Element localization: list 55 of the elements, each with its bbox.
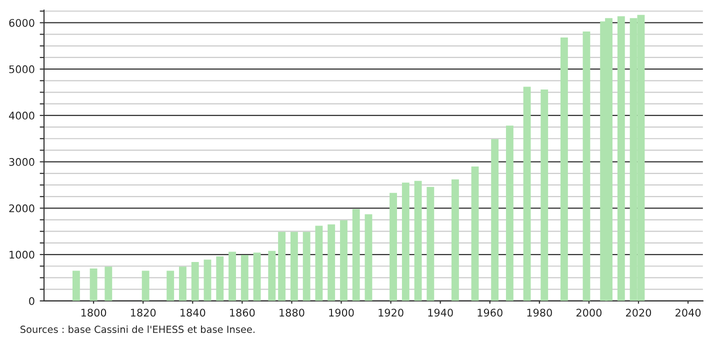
x-tick-label: 1840 [180,308,206,317]
bar [290,232,298,301]
x-tick-label: 1940 [428,308,453,317]
bar [506,126,514,301]
y-tick-label: 4000 [8,112,34,120]
bar [166,270,174,301]
bar [340,220,348,301]
bar [471,166,479,301]
bar [204,260,212,301]
bar [315,226,323,301]
y-tick-label: 0 [29,297,34,306]
source-note: Sources : base Cassini de l'EHESS et base Insee. [20,325,254,334]
bar [104,266,112,301]
bar [228,252,236,301]
y-tick-label: 2000 [9,204,34,212]
bar [302,232,310,301]
y-tick-label: 3000 [9,158,34,166]
y-tick-label: 6000 [9,18,34,27]
x-tick-label: 1900 [329,308,354,317]
x-tick-label: 2020 [626,308,652,317]
bar [402,182,410,301]
bar [414,180,422,301]
x-tick-label: 2040 [676,308,701,317]
x-tick-label: 1920 [378,308,404,317]
x-tick-label: 1960 [478,308,502,317]
x-tick-label: 1980 [527,308,552,317]
bar [352,209,360,301]
bar [491,139,499,301]
bar [617,16,625,301]
bar [451,179,459,301]
bar [364,214,372,301]
bar [90,268,98,301]
bar [390,192,397,301]
x-tick-label: 1880 [280,308,304,317]
bar [216,256,224,301]
bar [582,32,590,301]
bar [142,270,150,301]
x-tick-label: 1860 [230,308,255,317]
bar [328,224,336,301]
bar [72,270,80,301]
x-tick-label: 1800 [81,308,106,317]
bar [240,255,248,301]
bar [540,89,548,301]
bar [179,266,186,301]
bar [560,38,568,301]
x-tick-label: 2000 [576,308,602,317]
bar [191,262,199,301]
bar [253,252,261,301]
bar [268,250,276,301]
bar [278,232,286,301]
y-tick-label: 1000 [10,250,34,259]
bar [426,186,434,301]
y-tick-label: 5000 [9,65,34,74]
x-tick-label: 1820 [130,308,156,317]
bar [523,86,531,301]
